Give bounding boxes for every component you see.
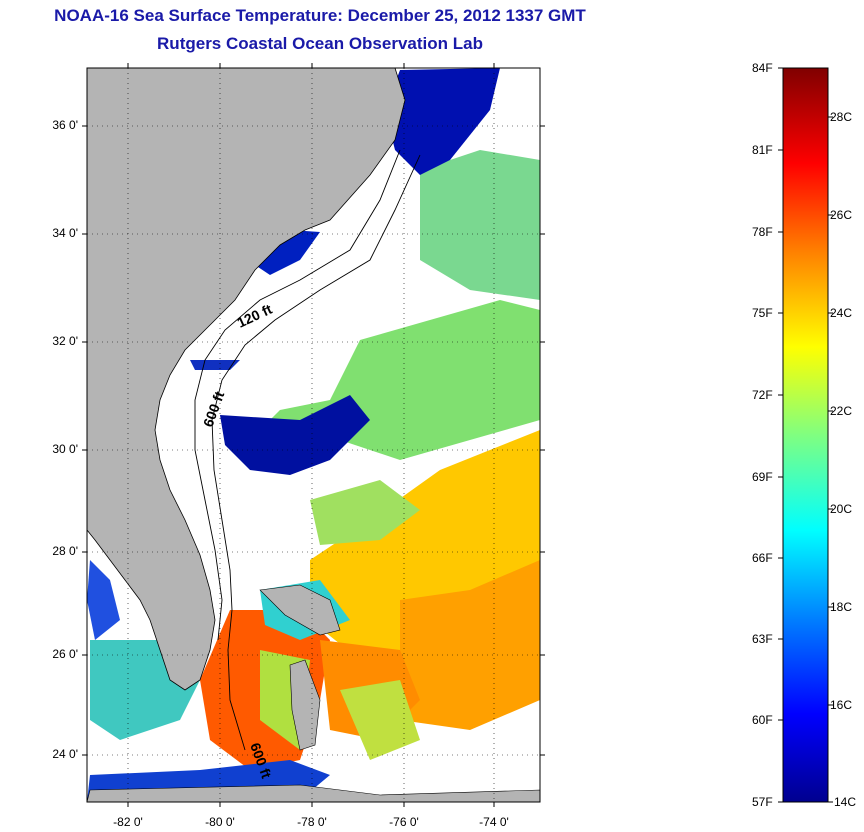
- contour-120ft: [194, 149, 401, 641]
- lon-label-74: -74 0': [479, 815, 509, 829]
- colorbar-f-78: 78F: [752, 225, 773, 239]
- cold-water-north: [385, 68, 500, 175]
- lon-label-78: -78 0': [297, 815, 327, 829]
- colorbar-f-84: 84F: [752, 61, 773, 75]
- colorbar-c-24: 24C: [830, 306, 853, 320]
- lat-label-36: 36 0': [52, 118, 78, 132]
- map-ticks: [82, 63, 545, 807]
- colorbar-c-14: 14C: [834, 795, 857, 809]
- lon-label-76: -76 0': [389, 815, 419, 829]
- lon-label-80: -80 0': [205, 815, 235, 829]
- colorbar-c-18: 18C: [830, 600, 853, 614]
- map-subtitle: Rutgers Coastal Ocean Observation Lab: [157, 34, 483, 53]
- colorbar: [782, 67, 829, 803]
- map-frame: [86, 67, 541, 803]
- warm-water-region-2: [400, 560, 540, 730]
- lat-label-34: 34 0': [52, 226, 78, 240]
- lat-label-26: 26 0': [52, 647, 78, 661]
- lon-label-82: -82 0': [113, 815, 143, 829]
- andros-island: [289, 659, 321, 751]
- bahamas-island: [259, 584, 341, 636]
- cold-water-west: [87, 560, 120, 640]
- colorbar-f-63: 63F: [752, 632, 773, 646]
- lat-label-24: 24 0': [52, 747, 78, 761]
- mid-temp-region-2: [420, 150, 540, 300]
- colorbar-ticks: [778, 67, 833, 803]
- cold-water-plume: [220, 395, 370, 475]
- us-landmass: [87, 68, 406, 691]
- map-title: NOAA-16 Sea Surface Temperature: Decembe…: [54, 6, 586, 25]
- graticule: [87, 68, 540, 802]
- colorbar-c-22: 22C: [830, 404, 853, 418]
- map-area: 120 ft 600 ft 600 ft: [87, 68, 540, 802]
- lat-label-28: 28 0': [52, 544, 78, 558]
- mid-temp-region-3: [310, 480, 420, 545]
- colorbar-f-57: 57F: [752, 795, 773, 809]
- colorbar-f-72: 72F: [752, 388, 773, 402]
- colorbar-c-26: 26C: [830, 208, 853, 222]
- colorbar-f-81: 81F: [752, 143, 773, 157]
- cold-water-patch: [190, 360, 240, 370]
- lat-label-30: 30 0': [52, 442, 78, 456]
- colorbar-f-60: 60F: [752, 713, 773, 727]
- colorbar-c-28: 28C: [830, 110, 853, 124]
- shallow-bank-region-2: [340, 680, 420, 760]
- colorbar-f-69: 69F: [752, 470, 773, 484]
- contour-600ft: [211, 154, 421, 751]
- cuba-landmass: [87, 784, 540, 802]
- colorbar-c-20: 20C: [830, 502, 853, 516]
- colorbar-f-66: 66F: [752, 551, 773, 565]
- colorbar-f-75: 75F: [752, 306, 773, 320]
- lat-label-32: 32 0': [52, 334, 78, 348]
- colorbar-c-16: 16C: [830, 698, 853, 712]
